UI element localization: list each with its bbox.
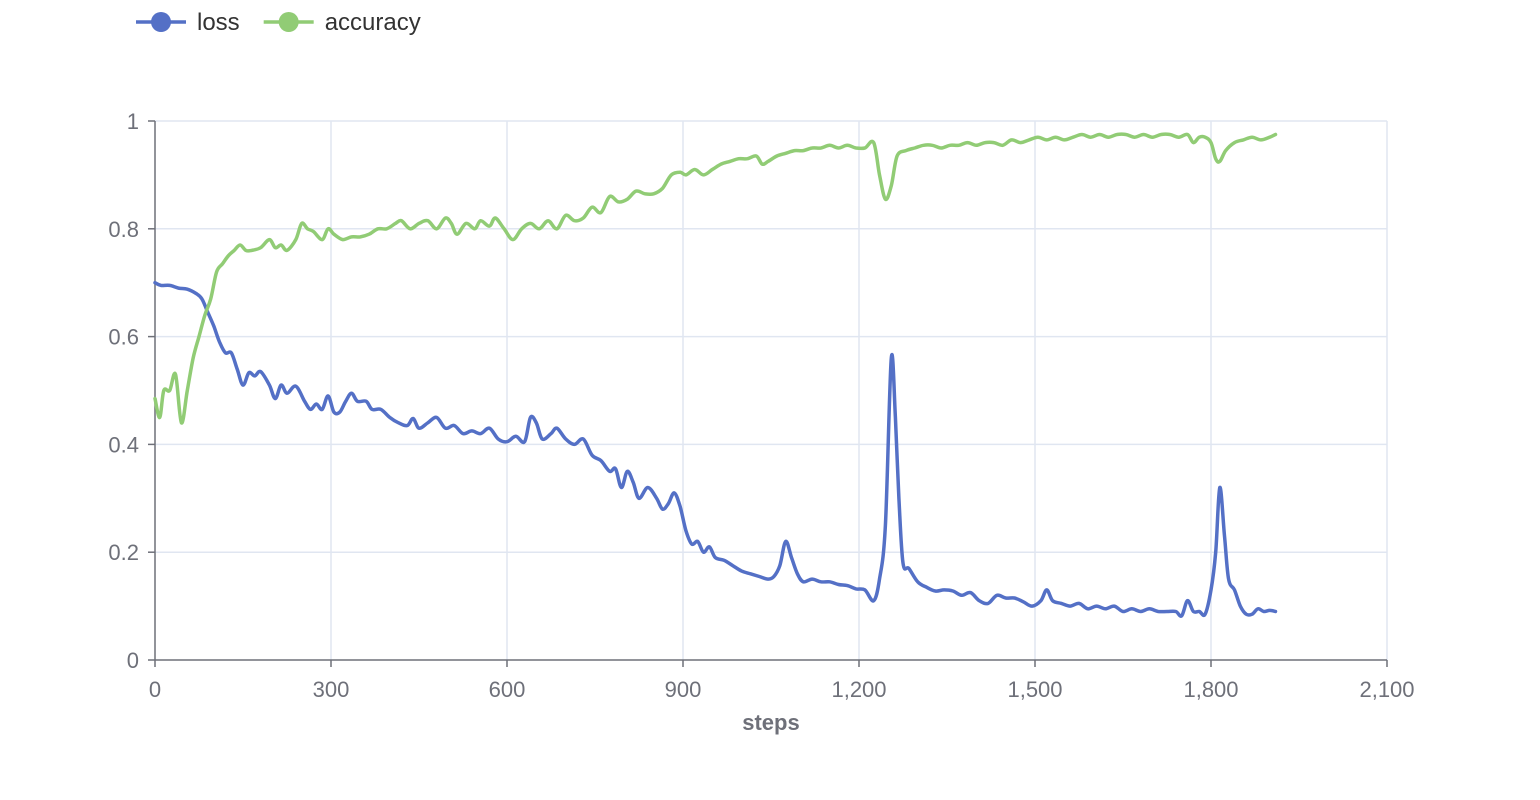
series-line-loss <box>153 280 1278 618</box>
x-tick-label: 300 <box>313 677 350 702</box>
legend-item-loss[interactable]: loss <box>136 9 240 36</box>
y-tick-label: 0.4 <box>108 432 139 457</box>
x-tick-label: 1,200 <box>831 677 886 702</box>
x-tick-label: 600 <box>489 677 526 702</box>
legend-label: loss <box>197 9 240 36</box>
legend-swatch-marker <box>278 12 299 32</box>
axes: 0 300 600 900 1,200 1,500 1,800 2,100 0 0.2 0.4 0.6… <box>108 109 1414 702</box>
x-tick-label: 1,500 <box>1007 677 1062 702</box>
series-lines <box>153 132 1278 618</box>
y-tick-label: 1 <box>127 109 139 134</box>
grid <box>155 120 1388 660</box>
x-tick-label: 1,800 <box>1183 677 1238 702</box>
y-tick-label: 0.8 <box>108 217 139 242</box>
x-tick-label: 0 <box>149 677 161 702</box>
legend-label: accuracy <box>325 9 421 36</box>
x-tick-label: 900 <box>665 677 702 702</box>
series-line-accuracy <box>153 132 1278 425</box>
legend-swatch-marker <box>151 12 171 32</box>
x-tick-label: 2,100 <box>1359 677 1414 702</box>
x-axis-title: steps <box>742 710 799 735</box>
y-tick-label: 0 <box>127 648 139 673</box>
y-tick-label: 0.6 <box>108 325 139 350</box>
legend: loss accuracy <box>136 9 421 36</box>
y-tick-label: 0.2 <box>108 540 139 565</box>
legend-item-accuracy[interactable]: accuracy <box>263 9 421 36</box>
